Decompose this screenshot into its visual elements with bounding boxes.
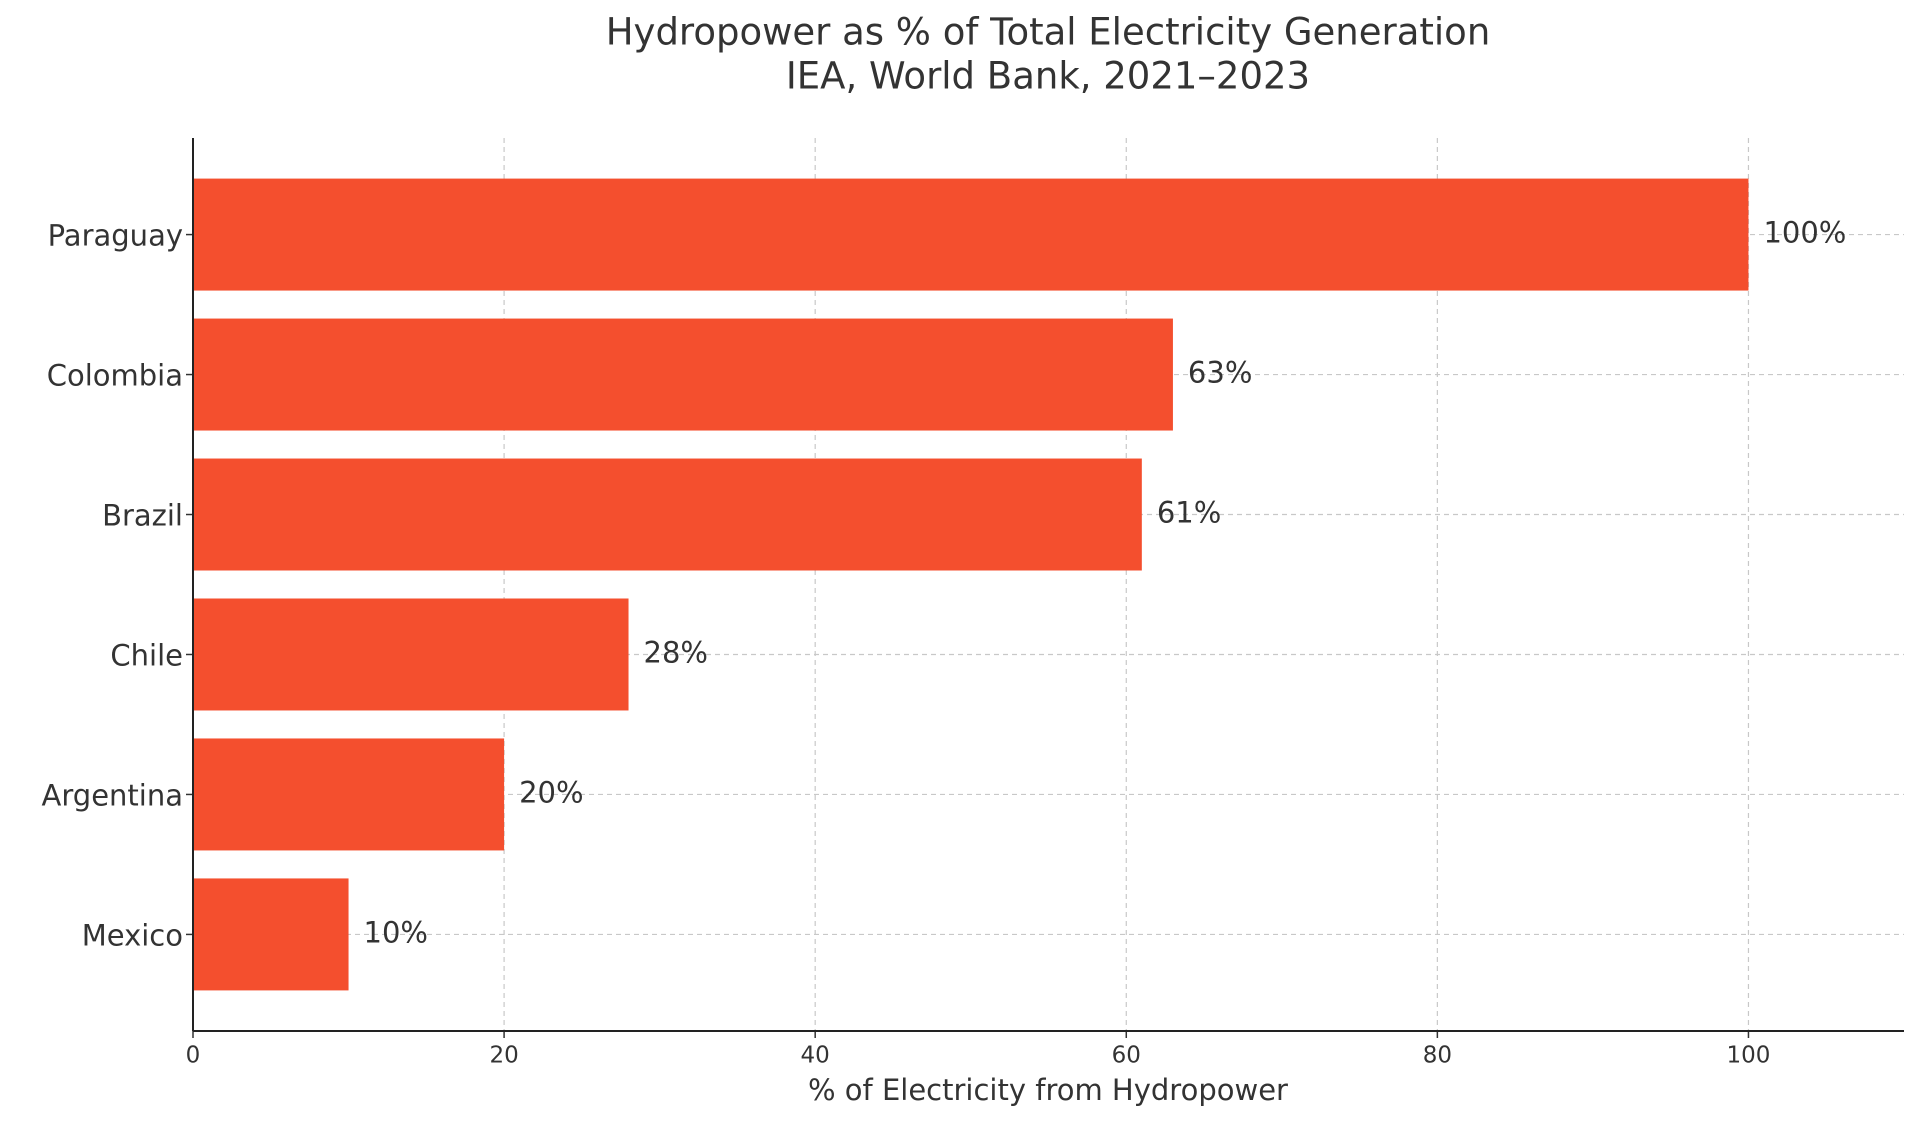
value-label: 63% [1188,356,1252,390]
value-label: 20% [519,775,583,809]
bar [193,738,505,851]
chart-title: Hydropower as % of Total Electricity Gen… [606,11,1491,54]
y-tick-label: Mexico [82,918,183,952]
bar [193,318,1173,431]
bar [193,598,629,711]
y-tick-label: Paraguay [48,219,183,253]
x-tick-label: 20 [489,1043,518,1069]
y-tick-label: Argentina [42,778,183,812]
x-tick-label: 40 [801,1043,830,1069]
y-tick-label: Brazil [102,499,183,533]
value-label: 100% [1763,216,1846,250]
bar [193,178,1749,291]
bar [193,878,349,991]
y-tick-label: Chile [110,638,183,672]
x-axis-label: % of Electricity from Hydropower [808,1073,1288,1107]
y-tick-label: Colombia [47,359,183,393]
x-tick-label: 80 [1423,1043,1452,1069]
x-tick-label: 0 [186,1043,201,1069]
x-tick-label: 100 [1727,1043,1771,1069]
value-label: 28% [644,635,708,669]
x-tick-label: 60 [1112,1043,1141,1069]
value-label: 61% [1157,496,1221,530]
value-label: 10% [364,915,428,949]
chart-subtitle: IEA, World Bank, 2021–2023 [786,55,1310,98]
bar [193,458,1142,571]
